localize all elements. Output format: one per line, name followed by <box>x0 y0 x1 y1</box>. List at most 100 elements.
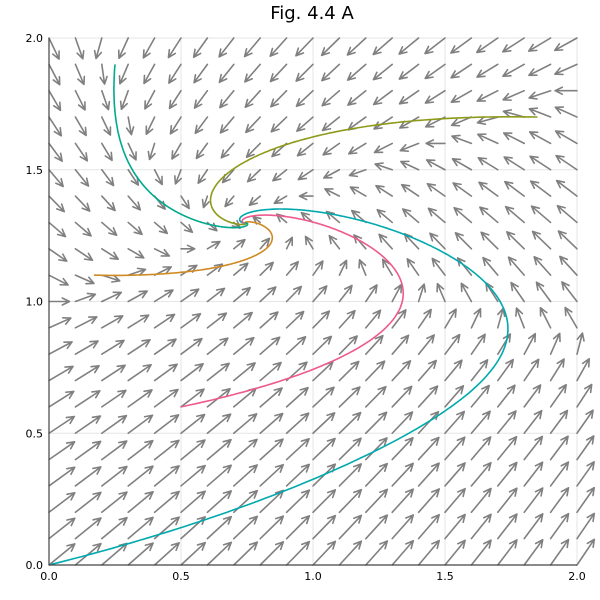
arrow-icon <box>312 386 335 408</box>
vector-arrow <box>312 412 336 435</box>
vector-arrow <box>74 292 97 303</box>
vector-arrow <box>555 154 578 171</box>
vector-arrow <box>285 386 309 408</box>
vector-arrow <box>391 385 413 408</box>
vector-arrow <box>479 206 499 224</box>
arrow-icon <box>477 133 499 145</box>
arrow-icon <box>549 512 570 540</box>
arrow-icon <box>180 244 196 254</box>
vector-arrow <box>417 513 441 540</box>
vector-arrow <box>259 336 281 355</box>
arrow-icon <box>444 385 465 408</box>
vector-arrow <box>561 281 578 303</box>
trajectory-line <box>113 64 249 229</box>
arrow-icon <box>476 89 499 102</box>
vector-arrow <box>497 487 518 514</box>
vector-arrow <box>554 86 578 95</box>
arrow-icon <box>169 116 182 135</box>
arrow-icon <box>127 363 152 382</box>
vector-arrow <box>549 538 570 566</box>
x-tick-label: 0.5 <box>172 570 190 583</box>
arrow-icon <box>127 439 154 461</box>
arrow-icon <box>48 248 68 262</box>
arrow-icon <box>398 89 420 105</box>
arrow-icon <box>195 142 209 160</box>
vector-arrow <box>259 387 283 408</box>
vector-arrow <box>269 37 288 57</box>
vector-arrow <box>295 63 314 82</box>
vector-arrow <box>470 461 492 487</box>
vector-arrow <box>295 37 314 57</box>
vector-arrow <box>365 334 384 355</box>
arrow-icon <box>497 307 506 329</box>
arrow-icon <box>285 386 309 408</box>
vector-arrow <box>444 539 466 566</box>
vector-arrow <box>453 206 473 224</box>
vector-arrow <box>259 311 279 329</box>
arrow-icon <box>312 285 328 303</box>
arrow-icon <box>549 435 569 461</box>
arrow-icon <box>417 488 440 514</box>
vector-arrow <box>119 89 129 111</box>
vector-arrow <box>399 142 420 153</box>
arrow-icon <box>444 462 466 487</box>
arrow-icon <box>378 233 393 250</box>
arrow-icon <box>497 539 518 566</box>
vector-arrow <box>74 491 102 514</box>
arrow-icon <box>74 517 102 540</box>
vector-arrow <box>285 463 311 487</box>
arrow-icon <box>48 415 76 435</box>
vector-arrow <box>192 37 209 59</box>
vector-arrow <box>259 261 274 276</box>
arrow-icon <box>48 142 63 162</box>
vector-arrow <box>417 488 440 514</box>
arrow-icon <box>504 180 525 197</box>
arrow-icon <box>417 359 437 382</box>
arrow-icon <box>429 232 446 250</box>
vector-arrow <box>233 286 251 303</box>
vector-arrow <box>168 63 182 84</box>
arrow-icon <box>259 489 285 514</box>
vector-arrow <box>48 37 60 60</box>
arrow-icon <box>224 195 235 208</box>
vector-arrow <box>470 539 492 566</box>
vector-arrow <box>476 89 499 102</box>
vector-arrow <box>417 385 439 408</box>
arrow-icon <box>507 256 525 276</box>
arrow-icon <box>127 516 154 540</box>
arrow-icon <box>259 387 283 408</box>
vector-arrow <box>553 37 578 52</box>
vector-arrow <box>233 464 259 487</box>
vector-arrow <box>206 337 229 355</box>
vector-arrow <box>48 543 76 566</box>
vector-arrow <box>400 183 420 197</box>
x-tick-label: 1.0 <box>304 570 322 583</box>
arrow-icon <box>206 464 232 487</box>
arrow-icon <box>476 37 499 54</box>
arrow-icon <box>417 436 440 461</box>
arrow-icon <box>269 37 288 57</box>
arrow-icon <box>127 314 150 329</box>
vector-arrow <box>381 258 393 276</box>
vector-arrow <box>180 221 194 234</box>
vector-arrow <box>460 282 473 303</box>
vector-arrow <box>101 142 113 162</box>
arrow-icon <box>470 384 490 408</box>
vector-arrow <box>74 415 102 435</box>
vector-arrow <box>576 461 595 487</box>
arrow-icon <box>391 360 412 382</box>
vector-arrow <box>347 142 367 155</box>
vector-arrow <box>180 541 206 566</box>
vector-arrow <box>312 260 324 276</box>
vector-arrow <box>523 409 543 435</box>
arrow-icon <box>180 264 198 276</box>
arrow-icon <box>375 184 393 197</box>
arrow-icon <box>272 168 288 182</box>
arrow-icon <box>127 414 154 435</box>
arrow-icon <box>502 109 525 118</box>
vector-arrow <box>127 142 137 161</box>
vector-arrow <box>48 297 71 306</box>
arrow-icon <box>180 363 204 382</box>
vector-arrow <box>285 540 311 566</box>
